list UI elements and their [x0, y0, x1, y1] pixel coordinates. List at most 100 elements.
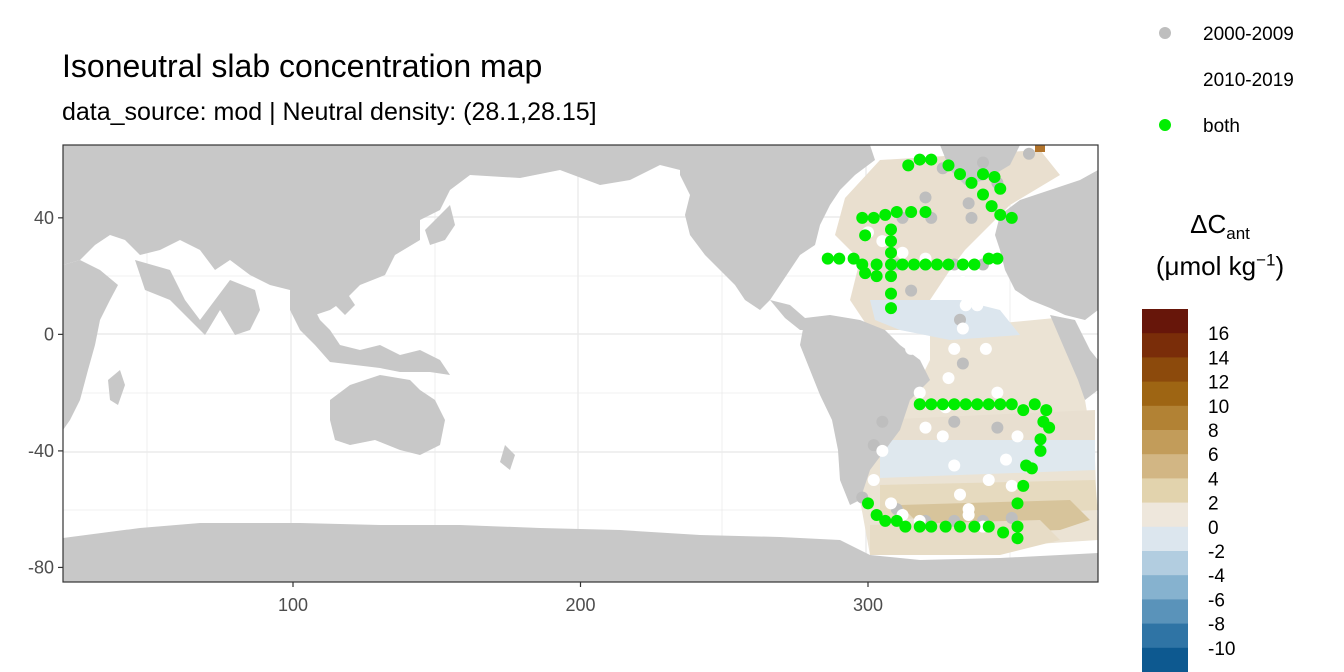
point-2010-2019	[896, 246, 909, 259]
colorbar-swatch	[1142, 551, 1188, 576]
colorbar-swatch	[1142, 381, 1188, 407]
colorbar-label: 4	[1208, 469, 1219, 490]
point-both	[977, 168, 989, 181]
point-both	[954, 520, 966, 533]
point-both	[905, 206, 918, 219]
point-both	[833, 252, 846, 265]
point-both	[942, 258, 955, 271]
x-tick-label: 200	[565, 595, 595, 615]
point-both	[1034, 433, 1047, 446]
point-both	[1034, 444, 1047, 457]
point-both	[867, 211, 880, 224]
point-both	[939, 520, 952, 533]
colorbar-label: 12	[1208, 373, 1229, 394]
point-both	[870, 270, 883, 283]
point-2010-2019	[982, 474, 995, 487]
colorbar-swatch	[1142, 357, 1188, 383]
point-both	[1037, 415, 1050, 428]
colorbar-title-main: ΔC	[1190, 209, 1227, 239]
colorbar-label: 16	[1208, 324, 1229, 345]
point-both	[982, 520, 995, 533]
point-both	[977, 188, 989, 201]
point-2010-2019	[959, 299, 972, 312]
point-both	[885, 270, 897, 283]
point-both	[908, 258, 920, 271]
land	[63, 145, 1098, 582]
colorbar-swatch	[1142, 502, 1188, 528]
point-both	[948, 398, 961, 411]
point-2000-2009	[905, 284, 918, 297]
point-both	[870, 258, 883, 271]
legend-key-both	[1159, 119, 1171, 131]
y-tick-label: 0	[44, 324, 54, 344]
point-2010-2019	[876, 235, 889, 248]
y-tick-label: 40	[34, 208, 54, 228]
point-both	[885, 235, 897, 248]
colorbar-swatch	[1142, 599, 1188, 625]
point-both	[994, 398, 1007, 411]
colorbar-label: 14	[1208, 348, 1230, 369]
point-2010-2019	[956, 275, 969, 288]
point-2010-2019	[867, 474, 880, 487]
point-2010-2019	[979, 342, 992, 355]
point-both	[985, 200, 998, 213]
point-both	[982, 398, 995, 411]
x-tick-label: 100	[278, 595, 308, 615]
colorbar-swatch	[1142, 309, 1188, 334]
point-2000-2009	[962, 197, 975, 210]
point-both	[870, 508, 883, 521]
point-both	[859, 229, 872, 242]
point-both	[919, 206, 932, 219]
colorbar-swatch	[1142, 647, 1188, 672]
point-both	[925, 398, 938, 411]
axes: 40 0 -40 -80 100 200 300	[28, 208, 883, 615]
point-both	[936, 398, 949, 411]
point-both	[913, 398, 926, 411]
point-both	[885, 287, 897, 300]
point-both	[885, 302, 897, 315]
point-both	[879, 514, 892, 527]
colorbar-swatch	[1142, 333, 1188, 358]
point-both	[954, 168, 966, 181]
point-both	[890, 206, 903, 219]
point-2010-2019	[962, 503, 975, 516]
colorbar-label: 8	[1208, 421, 1219, 442]
point-2000-2009	[867, 439, 880, 452]
colorbar-units-sup: −1	[1256, 250, 1276, 270]
point-both	[988, 171, 1001, 184]
colorbar: 16 14 12 10 8 6 4 2 0 -2 -4 -6 -8 -10	[1142, 309, 1235, 672]
point-both	[965, 176, 978, 189]
point-2010-2019	[1005, 479, 1018, 492]
point-2010-2019	[876, 444, 889, 457]
colorbar-label: 6	[1208, 445, 1219, 466]
point-both	[1005, 211, 1018, 224]
point-both	[1011, 532, 1024, 545]
point-2010-2019	[971, 299, 984, 312]
point-2000-2009	[956, 357, 969, 370]
point-both	[982, 252, 995, 265]
point-both	[1040, 404, 1053, 417]
point-2000-2009	[965, 211, 978, 224]
point-2010-2019	[948, 342, 961, 355]
point-both	[896, 258, 909, 271]
y-tick-label: -80	[28, 557, 54, 577]
colorbar-units-prefix: (μmol kg	[1155, 250, 1257, 281]
point-both	[991, 252, 1004, 265]
y-tick-label: -40	[28, 441, 54, 461]
point-both	[925, 520, 938, 533]
point-both	[971, 398, 984, 411]
point-both	[879, 208, 892, 221]
point-both	[942, 159, 955, 172]
colorbar-swatch	[1142, 526, 1188, 552]
colorbar-label: 10	[1208, 397, 1229, 418]
point-2010-2019	[956, 322, 969, 335]
point-both	[821, 252, 834, 265]
point-2010-2019	[954, 488, 966, 501]
colorbar-label: -8	[1208, 615, 1225, 636]
colorbar-title: ΔCant (μmol kg−1)	[1140, 205, 1300, 286]
point-both	[994, 208, 1007, 221]
legend-label: 2010-2019	[1203, 70, 1294, 91]
point-both	[1011, 497, 1024, 510]
point-both	[959, 398, 972, 411]
